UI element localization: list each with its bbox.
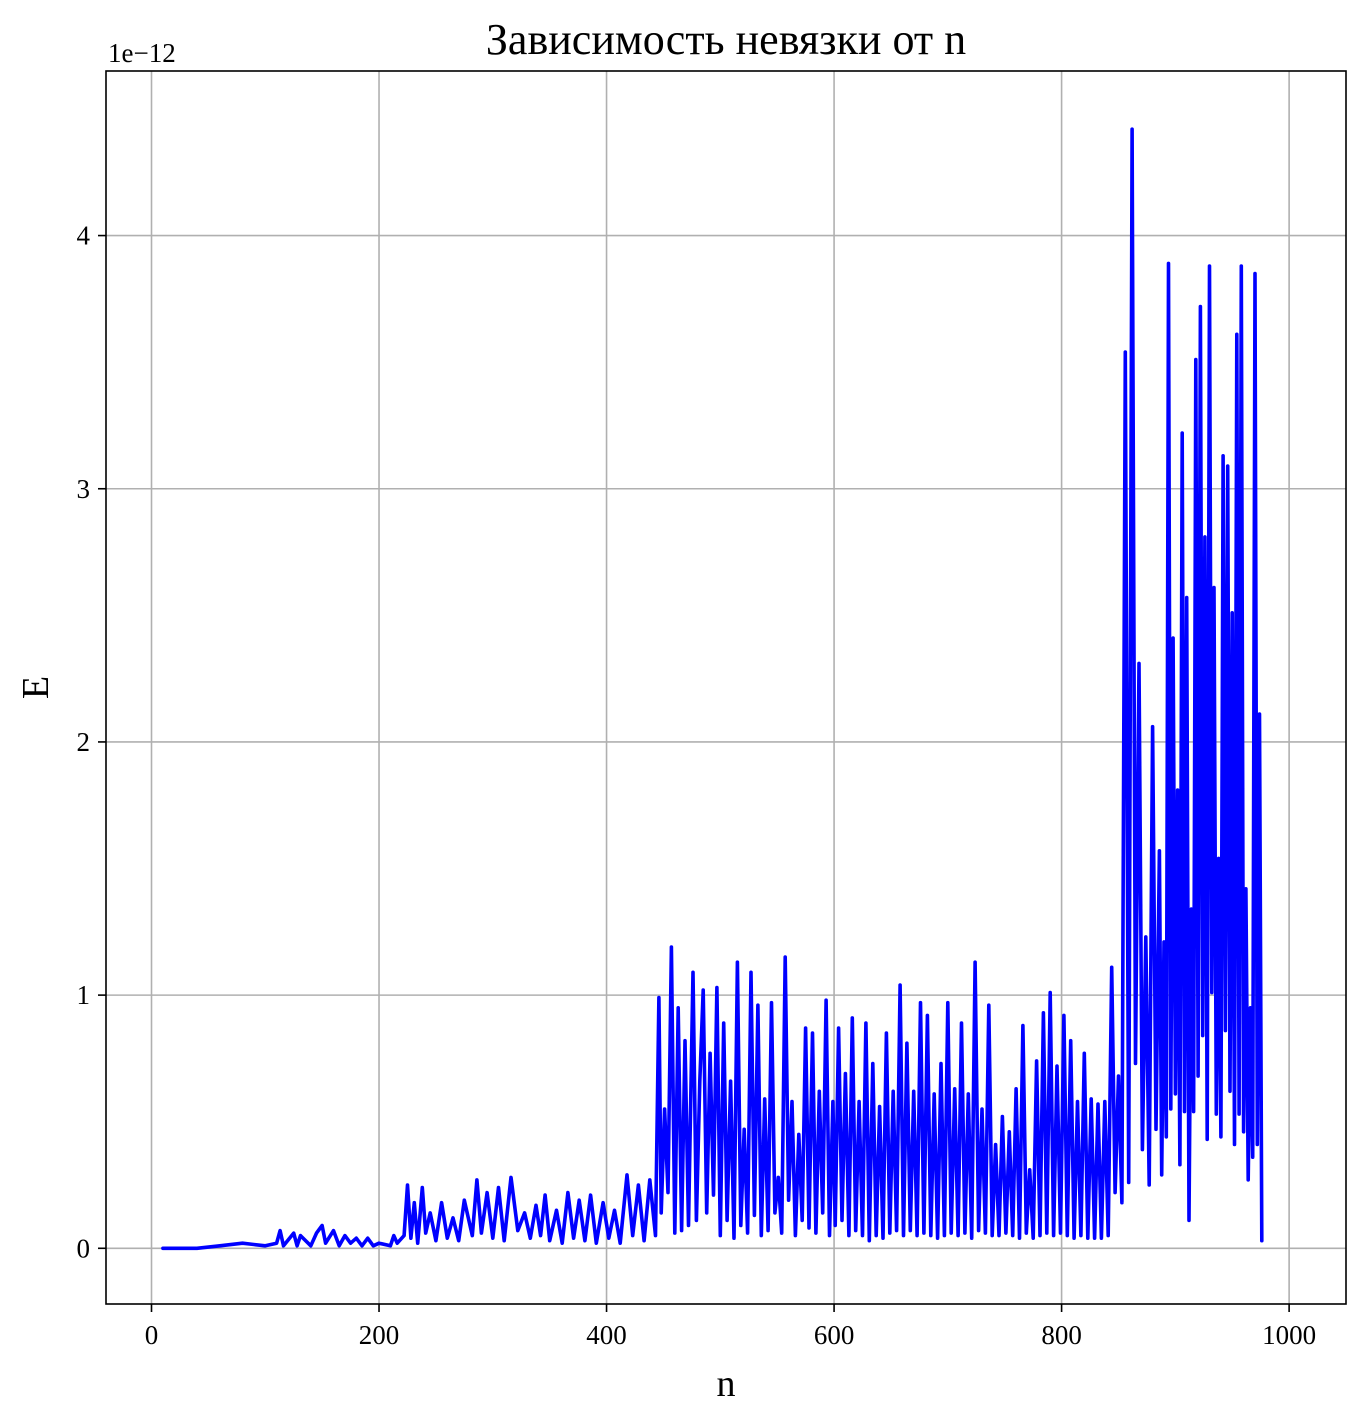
y-tick-label: 4 [77, 221, 91, 251]
x-tick-label: 800 [1041, 1320, 1082, 1350]
chart-title: Зависимость невязки от n [486, 15, 966, 64]
x-tick-label: 200 [359, 1320, 400, 1350]
y-axis-offset-label: 1e−12 [108, 38, 176, 68]
x-tick-label: 600 [814, 1320, 855, 1350]
x-tick-label: 400 [586, 1320, 627, 1350]
y-tick-label: 0 [77, 1233, 91, 1263]
series-layer [161, 127, 1264, 1251]
x-tick-label: 0 [145, 1320, 159, 1350]
plot-frame [105, 70, 1347, 1305]
y-tick-label: 3 [77, 474, 91, 504]
x-axis-label: n [717, 1363, 736, 1405]
y-axis-label: E [15, 676, 57, 699]
y-tick-label: 1 [77, 980, 91, 1010]
y-tick-label: 2 [77, 727, 91, 757]
series-line [161, 127, 1264, 1251]
axis-ticks: 0 200 400 600 800 1000 0 1 2 3 4 [77, 221, 1317, 1350]
grid-lines [106, 71, 1346, 1304]
x-tick-label: 1000 [1262, 1320, 1316, 1350]
